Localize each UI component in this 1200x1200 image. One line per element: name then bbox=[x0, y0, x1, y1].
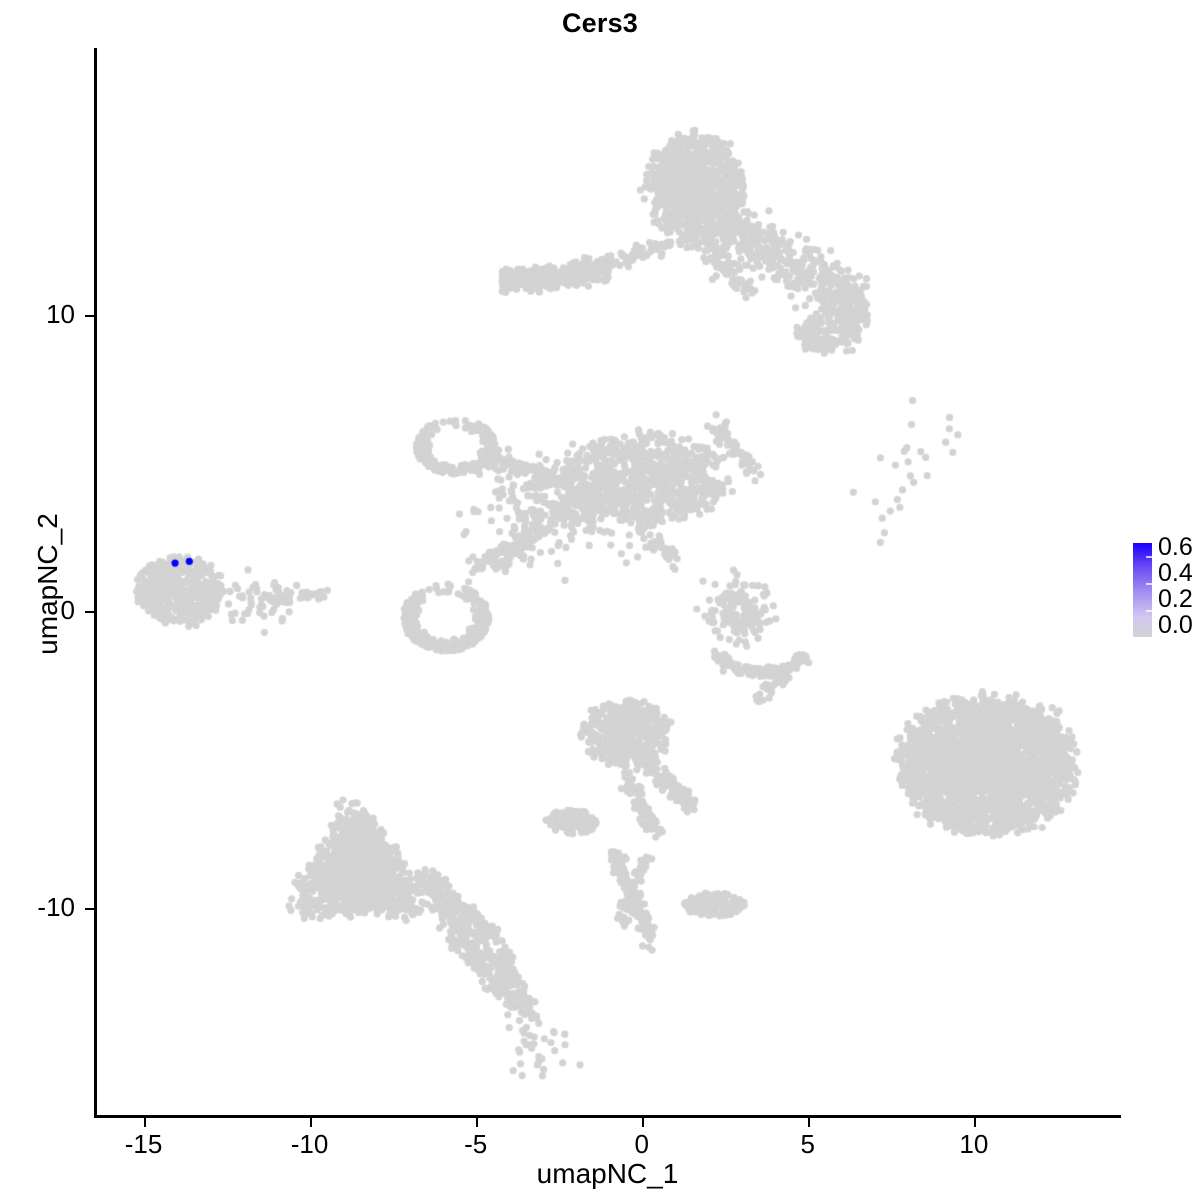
colorbar-tick-label: 0.2 bbox=[1158, 585, 1193, 613]
x-tick-label: 5 bbox=[800, 1129, 816, 1159]
page-title: Cers3 bbox=[561, 8, 639, 38]
x-tick-mark bbox=[309, 1118, 312, 1127]
colorbar-gradient bbox=[1133, 543, 1152, 637]
x-tick-mark bbox=[973, 1118, 976, 1127]
x-tick-mark bbox=[475, 1118, 478, 1127]
colorbar-tick-label: 0.0 bbox=[1158, 611, 1193, 639]
x-tick-mark bbox=[807, 1118, 810, 1127]
y-axis-line bbox=[94, 48, 97, 1118]
x-tick-mark bbox=[641, 1118, 644, 1127]
y-tick-mark bbox=[85, 907, 94, 910]
colorbar-tick bbox=[1146, 556, 1152, 559]
y-axis-label: umapNC_2 bbox=[32, 513, 63, 655]
colorbar-tick bbox=[1146, 583, 1152, 586]
y-tick-mark bbox=[85, 611, 94, 614]
y-tick-label: 0 bbox=[60, 595, 75, 626]
x-tick-label: 10 bbox=[959, 1129, 989, 1159]
colorbar-tick-labels: 0.6 0.4 0.2 0.0 bbox=[1158, 534, 1193, 638]
y-tick-mark bbox=[85, 314, 94, 317]
scatter-points-layer bbox=[97, 48, 1120, 1115]
y-tick-label: -10 bbox=[37, 891, 75, 922]
colorbar-tick bbox=[1146, 610, 1152, 613]
colorbar-tick-label: 0.6 bbox=[1158, 533, 1193, 561]
colorbar-tick-label: 0.4 bbox=[1158, 559, 1193, 587]
x-tick-mark bbox=[143, 1118, 146, 1127]
x-axis-label: umapNC_1 bbox=[536, 1158, 679, 1189]
x-axis-line bbox=[94, 1115, 1121, 1118]
x-tick-label: 0 bbox=[634, 1129, 649, 1159]
x-tick-label: -10 bbox=[290, 1129, 329, 1159]
x-tick-label: -15 bbox=[124, 1129, 163, 1159]
y-tick-label: 10 bbox=[46, 298, 75, 329]
plot-panel[interactable] bbox=[97, 48, 1120, 1115]
x-tick-label: -5 bbox=[464, 1129, 488, 1159]
